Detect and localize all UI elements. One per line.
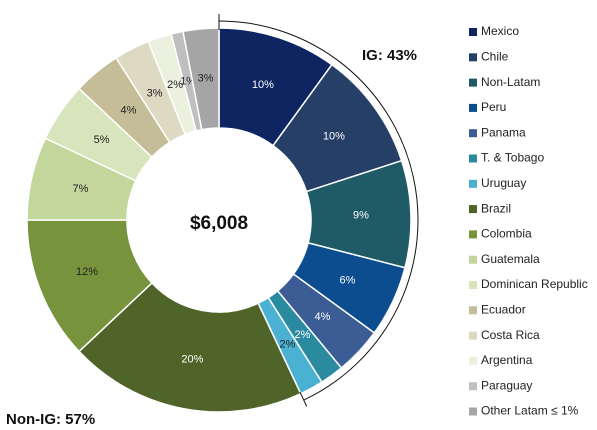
legend-label: Ecuador (481, 302, 526, 316)
legend-label: Paraguay (481, 378, 532, 392)
legend-swatch (469, 78, 477, 87)
legend-label: Argentina (481, 353, 533, 367)
slice-label: 5% (94, 134, 110, 146)
legend-swatch (469, 281, 477, 289)
legend-swatch (469, 306, 477, 315)
legend-swatch (469, 356, 477, 365)
legend-swatch (469, 205, 477, 214)
legend-swatch (469, 28, 477, 36)
slice-label: 3% (198, 73, 214, 85)
legend-swatch (469, 129, 477, 138)
slice-label: 7% (72, 183, 88, 195)
slice (182, 27, 220, 131)
slice-label: 4% (315, 311, 331, 323)
legend-swatch (469, 179, 477, 188)
legend-label: Other Latam ≤ 1% (481, 404, 579, 418)
legend-swatch (469, 255, 477, 264)
slice-label: 3% (147, 87, 163, 99)
legend-label: Chile (481, 49, 509, 63)
legend-label: Uruguay (481, 176, 526, 190)
legend-label: Colombia (481, 227, 532, 241)
slice-label: 20% (181, 353, 203, 365)
non-ig-annotation: Non-IG: 57% (6, 411, 95, 428)
legend-swatch (469, 154, 477, 163)
bracket-tick (299, 391, 308, 407)
slice (77, 281, 302, 413)
legend-swatch (469, 103, 477, 112)
legend-label: Dominican Republic (481, 277, 588, 291)
legend-label: Non-Latam (481, 75, 540, 89)
slice-label: 4% (121, 104, 137, 116)
ig-annotation: IG: 43% (362, 47, 417, 64)
slice-label: 12% (76, 266, 98, 278)
slice-label: 10% (323, 130, 345, 142)
legend-swatch (469, 382, 477, 391)
legend-label: Brazil (481, 201, 511, 215)
slice-label: 2% (279, 338, 295, 350)
legend-swatch (469, 53, 477, 62)
legend-swatch (469, 331, 477, 340)
center-label: $6,008 (190, 213, 248, 234)
legend-swatch (469, 407, 477, 416)
ig-bracket (218, 20, 419, 401)
legend-label: Peru (481, 100, 506, 114)
legend-label: Mexico (481, 24, 519, 38)
legend-swatch (469, 230, 477, 239)
legend-label: Guatemala (481, 252, 540, 266)
legend-label: Panama (481, 125, 526, 139)
legend-label: T. & Tobago (481, 151, 544, 165)
legend-label: Costa Rica (481, 328, 540, 342)
slice-label: 6% (340, 274, 356, 286)
slice-label: 10% (252, 79, 274, 91)
slice-label: 2% (295, 329, 311, 341)
slice-label: 9% (353, 209, 369, 221)
slice-label: 2% (167, 79, 183, 91)
